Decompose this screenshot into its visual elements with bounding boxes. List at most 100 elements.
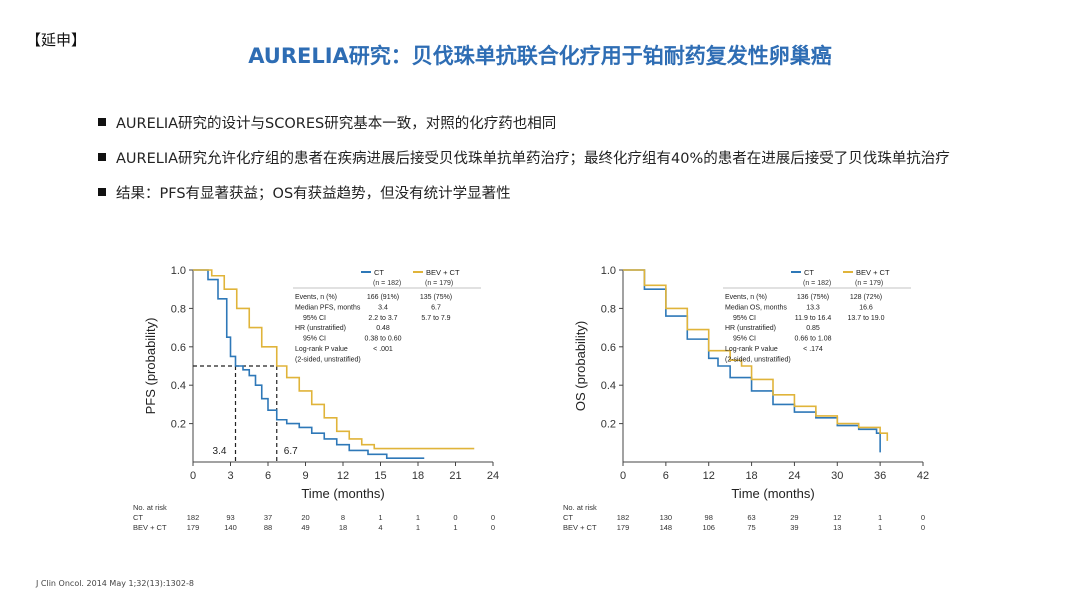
risk-value: 20 — [301, 513, 309, 522]
legend-bev-n: (n = 179) — [855, 280, 883, 287]
stats-label: Events, n (%) — [295, 294, 337, 301]
x-axis-label: Time (months) — [731, 486, 814, 501]
series-line-bev-ct — [193, 269, 475, 450]
x-tick-label: 12 — [337, 470, 349, 482]
slide-title: AURELIA研究：贝伐珠单抗联合化疗用于铂耐药复发性卵巢癌 — [248, 44, 832, 68]
risk-value: 148 — [660, 523, 673, 532]
risk-value: 49 — [301, 523, 309, 532]
risk-value: 0 — [921, 523, 925, 532]
x-tick-label: 6 — [663, 470, 669, 482]
stats-label: 95% CI — [303, 336, 326, 343]
x-tick-label: 0 — [620, 470, 626, 482]
stats-label: 95% CI — [733, 336, 756, 343]
stats-ct-value: 0.85 — [806, 325, 820, 332]
x-tick-label: 30 — [831, 470, 843, 482]
stats-ct-value: 3.4 — [378, 304, 388, 311]
series-line-ct — [193, 269, 425, 459]
os-chart: 0.2 0.4 0.6 0.8 1.0 0 6 12 18 24 30 36 42 Time (month… — [560, 250, 945, 550]
stats-ct-value: 0.66 to 1.08 — [795, 336, 832, 343]
risk-value: 8 — [341, 513, 345, 522]
stats-bev-value: 13.7 to 19.0 — [848, 315, 885, 322]
risk-value: 179 — [187, 523, 200, 532]
bullet-square-icon — [98, 153, 106, 161]
risk-row-label: BEV + CT — [563, 523, 597, 532]
risk-value: 18 — [339, 523, 347, 532]
risk-value: 1 — [878, 523, 882, 532]
y-tick-label: 1.0 — [601, 265, 616, 277]
legend-bev-label: BEV + CT — [856, 268, 890, 277]
y-tick-label: 0.4 — [601, 380, 616, 392]
risk-table-header: No. at risk — [133, 503, 167, 512]
stats-label: 95% CI — [733, 315, 756, 322]
y-tick-label: 0.6 — [601, 342, 616, 354]
risk-row-label: CT — [133, 513, 143, 522]
x-tick-label: 18 — [412, 470, 424, 482]
stats-label: Median PFS, months — [295, 304, 361, 311]
risk-row-label: BEV + CT — [133, 523, 167, 532]
risk-value: 130 — [660, 513, 673, 522]
risk-value: 98 — [705, 513, 713, 522]
stats-label: Log-rank P value — [725, 346, 778, 353]
legend-ct-n: (n = 182) — [803, 280, 831, 287]
risk-value: 29 — [790, 513, 798, 522]
risk-value: 1 — [878, 513, 882, 522]
stats-label: Events, n (%) — [725, 294, 767, 301]
risk-table-header: No. at risk — [563, 503, 597, 512]
risk-value: 63 — [747, 513, 755, 522]
legend-ct-label: CT — [374, 268, 384, 277]
risk-value: 88 — [264, 523, 272, 532]
y-tick-label: 0.4 — [171, 380, 186, 392]
y-tick-label: 0.8 — [171, 303, 186, 315]
stats-label: Log-rank P value — [295, 346, 348, 353]
bullet-square-icon — [98, 118, 106, 126]
median-label: 3.4 — [213, 446, 227, 457]
stats-ct-value: < .174 — [803, 346, 823, 353]
x-tick-label: 18 — [745, 470, 757, 482]
bullet-text: AURELIA研究允许化疗组的患者在疾病进展后接受贝伐珠单抗单药治疗；最终化疗组… — [116, 151, 950, 167]
series-line-bev-ct — [623, 269, 889, 441]
legend-bev-n: (n = 179) — [425, 280, 453, 287]
stats-ct-value: 136 (75%) — [797, 294, 829, 301]
x-tick-label: 0 — [190, 470, 196, 482]
risk-value: 75 — [747, 523, 755, 532]
bullet-square-icon — [98, 188, 106, 196]
legend-bev-label: BEV + CT — [426, 268, 460, 277]
y-axis-label: OS (probability) — [573, 321, 588, 411]
risk-value: 1 — [416, 523, 420, 532]
bullet-text: 结果：PFS有显著获益；OS有获益趋势，但没有统计学显著性 — [116, 186, 511, 202]
stats-ct-value: < .001 — [373, 346, 393, 353]
median-label: 6.7 — [284, 446, 298, 457]
x-tick-label: 36 — [874, 470, 886, 482]
y-tick-label: 0.2 — [171, 419, 186, 431]
section-tag: 【延申】 — [26, 31, 87, 49]
risk-value: 140 — [224, 523, 237, 532]
y-tick-label: 0.6 — [171, 342, 186, 354]
risk-value: 179 — [617, 523, 630, 532]
stats-label: 95% CI — [303, 315, 326, 322]
stats-label: (2-sided, unstratified) — [725, 356, 791, 363]
stats-label: Median OS, months — [725, 304, 787, 311]
pfs-chart: 0.2 0.4 0.6 0.8 1.0 0 3 6 9 12 15 18 21 24 Time (month… — [130, 250, 510, 550]
x-axis-label: Time (months) — [301, 486, 384, 501]
stats-ct-value: 2.2 to 3.7 — [368, 315, 397, 322]
risk-value: 1 — [378, 513, 382, 522]
stats-ct-value: 0.48 — [376, 325, 390, 332]
risk-value: 4 — [378, 523, 382, 532]
risk-value: 39 — [790, 523, 798, 532]
stats-bev-value: 135 (75%) — [420, 294, 452, 301]
stats-ct-value: 13.3 — [806, 304, 820, 311]
stats-label: HR (unstratified) — [725, 325, 776, 332]
x-tick-label: 24 — [487, 470, 499, 482]
citation: J Clin Oncol. 2014 May 1;32(13):1302-8 — [36, 579, 194, 588]
risk-value: 12 — [833, 513, 841, 522]
risk-value: 13 — [833, 523, 841, 532]
risk-value: 0 — [491, 523, 495, 532]
stats-label: HR (unstratified) — [295, 325, 346, 332]
y-tick-label: 1.0 — [171, 265, 186, 277]
bullet-text: AURELIA研究的设计与SCORES研究基本一致，对照的化疗药也相同 — [116, 116, 557, 132]
stats-ct-value: 0.38 to 0.60 — [365, 336, 402, 343]
stats-bev-value: 6.7 — [431, 304, 441, 311]
risk-value: 0 — [921, 513, 925, 522]
risk-value: 93 — [226, 513, 234, 522]
